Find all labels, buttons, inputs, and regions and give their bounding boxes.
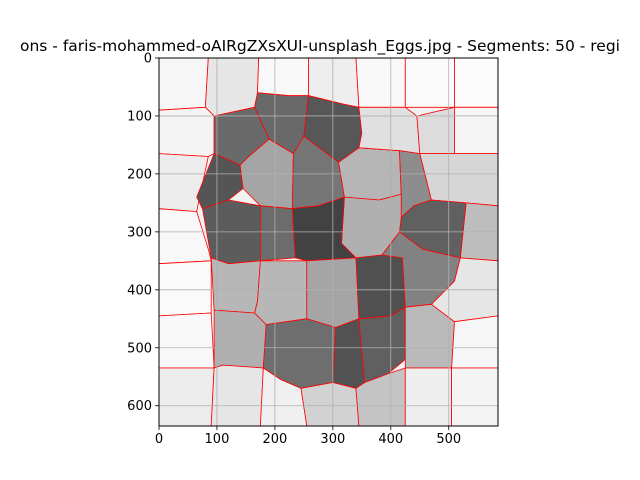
segment-r-right-edge2	[454, 106, 499, 155]
x-tick-label: 100	[205, 432, 230, 447]
segment-r-top-2	[204, 57, 260, 117]
segment-r-egg6-dark	[355, 254, 406, 320]
segment-r-right-edge3	[419, 153, 499, 207]
x-tick-label: 200	[262, 432, 287, 447]
segment-r-top-1	[158, 57, 209, 111]
segment-r-right-b	[358, 106, 421, 155]
y-tick-label: 100	[127, 109, 152, 124]
y-tick-label: 0	[144, 52, 152, 67]
x-tick-label: 300	[320, 432, 345, 447]
segment-r-dark-center	[291, 196, 357, 262]
y-tick-label: 300	[127, 225, 152, 240]
segment-r-left-5	[158, 312, 215, 369]
segment-r-top-3	[257, 57, 309, 97]
segment-r-bot-3	[300, 382, 360, 427]
segment-r-top-7	[454, 57, 499, 108]
x-tick-label: 400	[378, 432, 403, 447]
segment-r-top-6	[404, 57, 455, 108]
segment-r-egg3-bot	[213, 309, 267, 369]
y-tick-label: 400	[127, 283, 152, 298]
y-tick-label: 200	[127, 167, 152, 182]
segment-r-left-1	[158, 106, 215, 157]
segment-r-right-edge6	[451, 315, 499, 369]
segment-r-bot-5	[404, 367, 453, 427]
segment-r-left-6	[158, 367, 215, 427]
segment-r-egg3-top	[210, 257, 261, 314]
x-tick-label: 500	[436, 432, 461, 447]
plot-frame	[158, 57, 499, 427]
segment-r-bot-6	[451, 367, 499, 427]
x-axis: 0 100 200 300 400 500	[155, 426, 461, 447]
chart-title: ons - faris-mohammed-oAIRgZXsXUI-unsplas…	[20, 37, 620, 56]
segment-r-mid-left	[259, 205, 296, 262]
segment-r-egg4-top	[254, 260, 308, 326]
x-tick-label: 0	[155, 432, 163, 447]
y-tick-label: 500	[127, 341, 152, 356]
segment-r-top-5	[355, 57, 406, 108]
segment-r-left-4	[158, 260, 212, 317]
y-axis: 0 100 200 300 400 500 600	[127, 52, 159, 414]
y-tick-label: 600	[127, 399, 152, 414]
segment-r-bot-1	[210, 364, 264, 427]
plot-area	[158, 57, 499, 427]
